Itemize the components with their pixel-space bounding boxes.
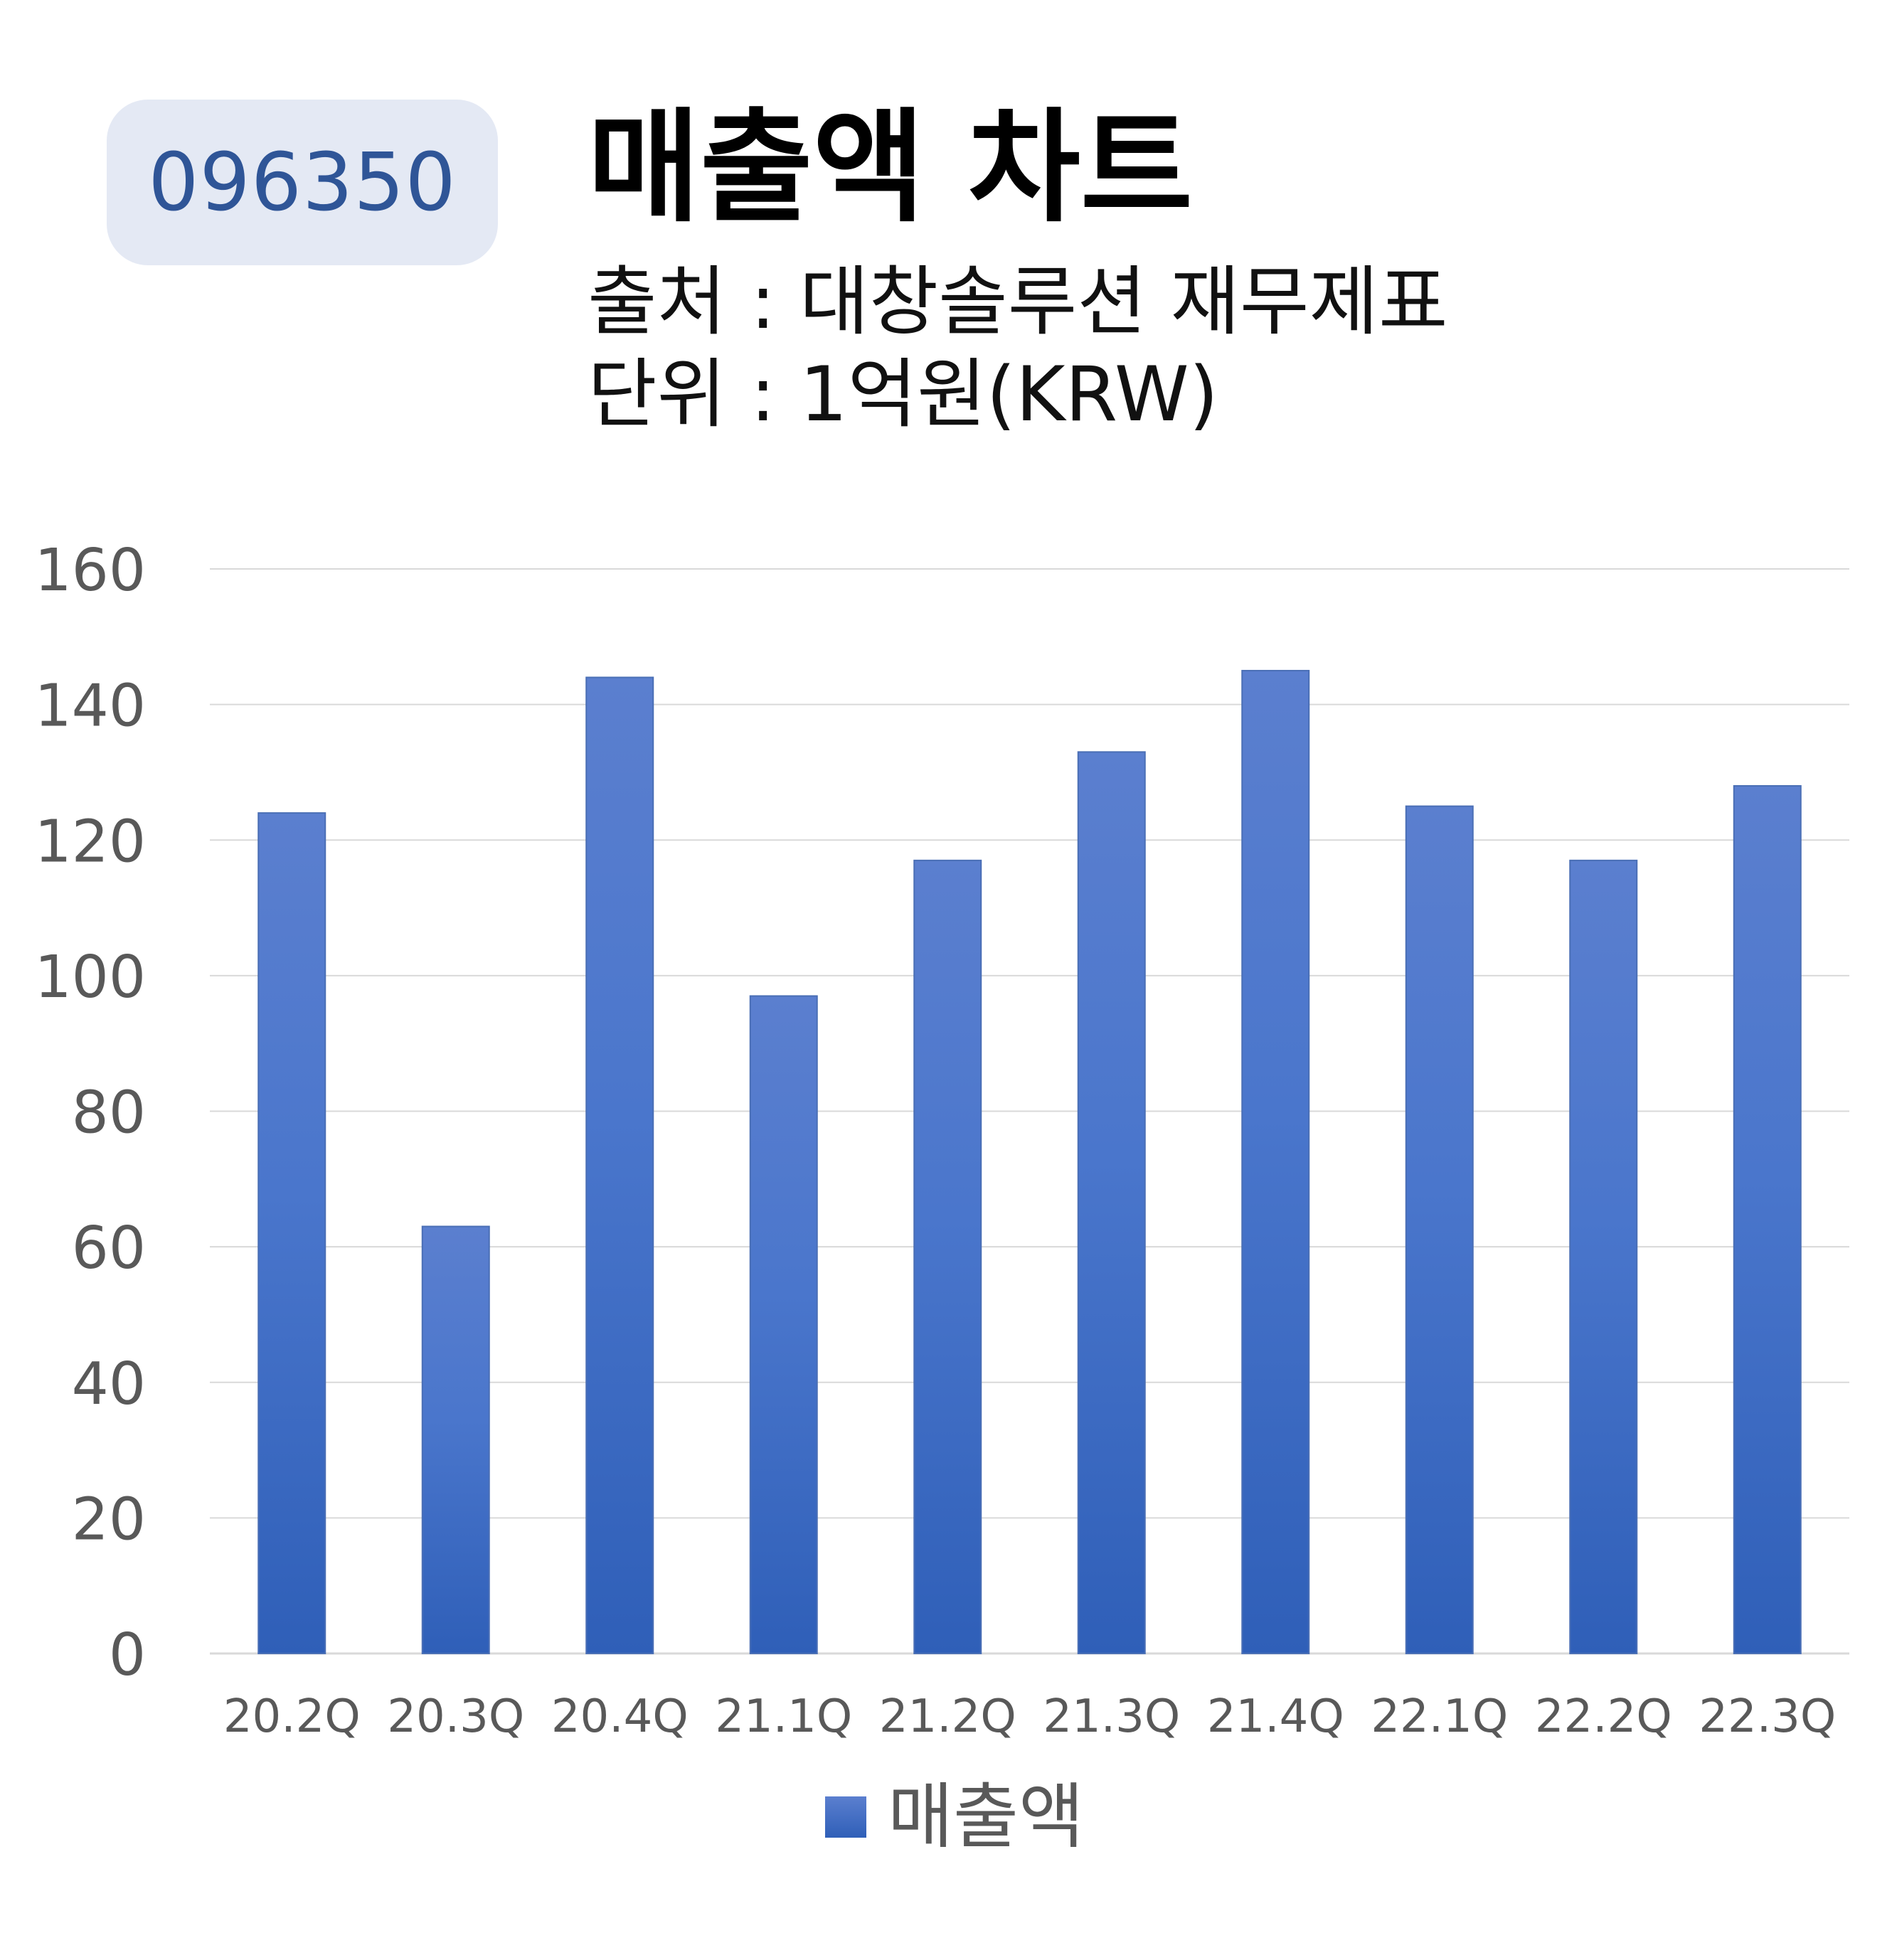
bar-21.2Q — [913, 859, 982, 1654]
legend: 매출액 — [825, 1781, 1084, 1853]
legend-label: 매출액 — [888, 1775, 1084, 1858]
y-axis-ticks: 0 20 40 60 80 100 120 140 160 — [34, 537, 146, 1689]
y-tick-label: 60 — [72, 1215, 146, 1282]
chart-title: 매출액 차트 — [588, 96, 1194, 239]
x-tick-label: 20.4Q — [551, 1690, 689, 1743]
x-tick-label: 21.3Q — [1043, 1690, 1180, 1743]
bars — [257, 669, 1802, 1654]
bar-21.1Q — [749, 995, 818, 1654]
y-tick-label: 140 — [34, 673, 146, 740]
x-tick-label: 20.3Q — [387, 1690, 524, 1743]
y-tick-label: 160 — [34, 537, 146, 604]
x-tick-label: 20.2Q — [223, 1690, 361, 1743]
x-tick-label: 22.1Q — [1371, 1690, 1508, 1743]
y-tick-label: 80 — [72, 1080, 146, 1147]
bar-22.1Q — [1405, 805, 1474, 1654]
y-tick-label: 40 — [72, 1351, 146, 1418]
x-tick-label: 21.1Q — [715, 1690, 852, 1743]
x-tick-label: 22.3Q — [1699, 1690, 1836, 1743]
y-tick-label: 120 — [34, 808, 146, 875]
bar-21.4Q — [1241, 669, 1310, 1654]
x-tick-label: 21.2Q — [879, 1690, 1016, 1743]
bar-22.3Q — [1733, 785, 1802, 1654]
bar-20.2Q — [257, 812, 326, 1654]
bar-20.4Q — [585, 676, 654, 1654]
x-tick-label: 21.4Q — [1207, 1690, 1344, 1743]
stock-code-badge: 096350 — [107, 100, 498, 265]
y-tick-label: 100 — [34, 944, 146, 1011]
x-axis-ticks: 20.2Q 20.3Q 20.4Q 21.1Q 21.2Q 21.3Q 21.4Q 22.1Q… — [223, 1690, 1836, 1743]
bar-22.2Q — [1569, 859, 1638, 1654]
x-tick-label: 22.2Q — [1535, 1690, 1672, 1743]
y-tick-label: 0 — [109, 1621, 146, 1689]
bar-20.3Q — [421, 1225, 490, 1654]
legend-swatch — [825, 1796, 866, 1838]
bar-21.3Q — [1077, 751, 1146, 1654]
stock-code: 096350 — [148, 136, 457, 229]
y-tick-label: 20 — [72, 1486, 146, 1553]
source-text: 출처 : 대창솔루션 재무제표 — [588, 258, 1448, 346]
unit-text: 단위 : 1억원(KRW) — [588, 351, 1219, 438]
